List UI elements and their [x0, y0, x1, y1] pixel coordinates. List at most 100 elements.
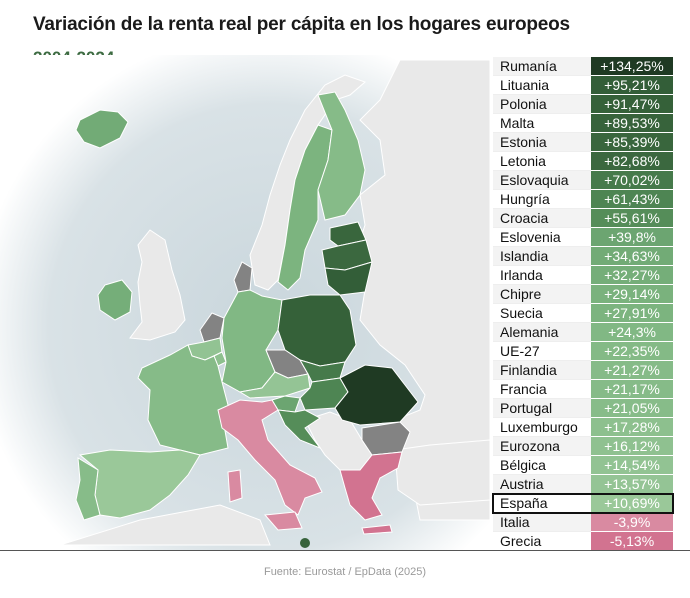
country-name: Malta: [493, 114, 591, 133]
country-name: España: [493, 494, 591, 513]
portugal: [75, 457, 101, 521]
country-value: +27,91%: [591, 304, 673, 323]
country-name: Chipre: [493, 285, 591, 304]
sicily: [263, 511, 303, 531]
finland: [317, 91, 366, 221]
table-row: Bélgica +14,54%: [493, 456, 673, 475]
country-value: -5,13%: [591, 532, 673, 551]
table-row: Hungría +61,43%: [493, 190, 673, 209]
malta: [300, 538, 310, 548]
country-name: Islandia: [493, 247, 591, 266]
country-value: +14,54%: [591, 456, 673, 475]
country-value: +17,28%: [591, 418, 673, 437]
table-row: Italia -3,9%: [493, 513, 673, 532]
croatia: [277, 409, 322, 450]
country-value: +32,27%: [591, 266, 673, 285]
country-name: Suecia: [493, 304, 591, 323]
table-row: Eslovenia +39,8%: [493, 228, 673, 247]
country-name: Letonia: [493, 152, 591, 171]
bulgaria: [361, 421, 411, 456]
country-value: +91,47%: [591, 95, 673, 114]
country-value: +85,39%: [591, 133, 673, 152]
country-name: Portugal: [493, 399, 591, 418]
country-name: Bélgica: [493, 456, 591, 475]
sardinia: [227, 469, 243, 503]
country-value: +21,27%: [591, 361, 673, 380]
country-name: Hungría: [493, 190, 591, 209]
denmark: [233, 261, 253, 293]
country-name: Estonia: [493, 133, 591, 152]
country-value: +55,61%: [591, 209, 673, 228]
europe-map: [0, 55, 490, 550]
netherlands: [199, 312, 225, 343]
country-value: +134,25%: [591, 57, 673, 76]
country-name: Eslovenia: [493, 228, 591, 247]
country-name: Croacia: [493, 209, 591, 228]
country-value: +34,63%: [591, 247, 673, 266]
table-row: Irlanda +32,27%: [493, 266, 673, 285]
country-name: Eslovaquia: [493, 171, 591, 190]
country-value: +89,53%: [591, 114, 673, 133]
table-row: Polonia +91,47%: [493, 95, 673, 114]
country-name: UE-27: [493, 342, 591, 361]
footer-divider: [0, 550, 690, 551]
country-value: +95,21%: [591, 76, 673, 95]
country-value: +22,35%: [591, 342, 673, 361]
country-name: Austria: [493, 475, 591, 494]
table-row: Letonia +82,68%: [493, 152, 673, 171]
crete: [361, 524, 393, 535]
country-name: Rumanía: [493, 57, 591, 76]
country-name: Irlanda: [493, 266, 591, 285]
lithuania: [324, 261, 373, 296]
greece: [339, 451, 403, 521]
table-row: Luxemburgo +17,28%: [493, 418, 673, 437]
romania: [334, 364, 419, 426]
country-value: +10,69%: [591, 494, 673, 513]
country-value: +16,12%: [591, 437, 673, 456]
country-value: +61,43%: [591, 190, 673, 209]
country-value: +82,68%: [591, 152, 673, 171]
country-name: Italia: [493, 513, 591, 532]
united-kingdom: [129, 229, 186, 341]
country-name: Lituania: [493, 76, 591, 95]
country-value: +21,17%: [591, 380, 673, 399]
country-name: Alemania: [493, 323, 591, 342]
italy: [217, 399, 323, 516]
country-value: +24,3%: [591, 323, 673, 342]
country-value: +13,57%: [591, 475, 673, 494]
source-note: Fuente: Eurostat / EpData (2025): [263, 566, 427, 578]
table-row: Suecia +27,91%: [493, 304, 673, 323]
country-value: +70,02%: [591, 171, 673, 190]
table-row: Alemania +24,3%: [493, 323, 673, 342]
table-row: Estonia +85,39%: [493, 133, 673, 152]
table-row: Francia +21,17%: [493, 380, 673, 399]
table-row: Lituania +95,21%: [493, 76, 673, 95]
turkey: [394, 439, 490, 506]
table-row: Croacia +55,61%: [493, 209, 673, 228]
country-name: Luxemburgo: [493, 418, 591, 437]
table-row: Finlandia +21,27%: [493, 361, 673, 380]
table-row: Chipre +29,14%: [493, 285, 673, 304]
ireland: [97, 279, 133, 321]
austria: [238, 371, 311, 399]
country-value: +21,05%: [591, 399, 673, 418]
country-name: Finlandia: [493, 361, 591, 380]
country-value: +29,14%: [591, 285, 673, 304]
country-name: Polonia: [493, 95, 591, 114]
table-row: Austria +13,57%: [493, 475, 673, 494]
country-value: +39,8%: [591, 228, 673, 247]
table-row: España +10,69%: [492, 493, 674, 514]
north-africa: [59, 504, 271, 546]
table-row: Rumanía +134,25%: [493, 57, 673, 76]
chart-title: Variación de la renta real per cápita en…: [33, 14, 570, 35]
table-row: Grecia -5,13%: [493, 532, 673, 551]
table-row: Islandia +34,63%: [493, 247, 673, 266]
country-name: Francia: [493, 380, 591, 399]
iceland: [75, 109, 129, 149]
table-row: Malta +89,53%: [493, 114, 673, 133]
country-name: Eurozona: [493, 437, 591, 456]
table-row: Eslovaquia +70,02%: [493, 171, 673, 190]
country-value: -3,9%: [591, 513, 673, 532]
table-row: Portugal +21,05%: [493, 399, 673, 418]
table-row: Eurozona +16,12%: [493, 437, 673, 456]
